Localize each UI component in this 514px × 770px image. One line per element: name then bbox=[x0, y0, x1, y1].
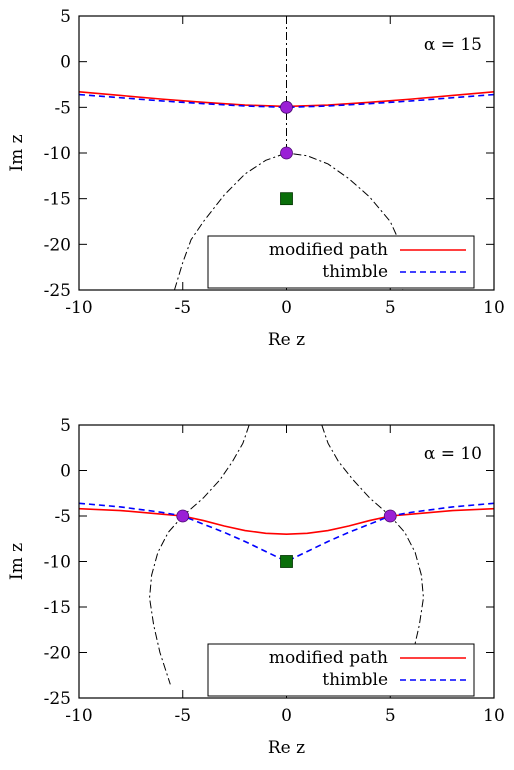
legend-label: modified path bbox=[269, 648, 388, 668]
y-axis-label: Im z bbox=[7, 543, 27, 580]
x-tick-label: 10 bbox=[483, 706, 505, 726]
singular-point-marker bbox=[280, 192, 293, 206]
y-tick-label: 5 bbox=[60, 7, 71, 27]
y-tick-label: 5 bbox=[60, 416, 71, 436]
saddle-point-marker bbox=[176, 509, 190, 523]
y-tick-label: -25 bbox=[44, 689, 71, 709]
y-tick-label: -10 bbox=[44, 144, 71, 164]
legend-label: thimble bbox=[322, 670, 388, 690]
y-tick-label: -20 bbox=[44, 235, 71, 255]
saddle-point-marker bbox=[383, 509, 397, 523]
x-axis-label: Re z bbox=[268, 330, 305, 350]
y-tick-label: 0 bbox=[60, 462, 71, 482]
legend-box bbox=[207, 643, 475, 697]
y-tick-label: -10 bbox=[44, 553, 71, 573]
x-tick-label: 5 bbox=[385, 706, 396, 726]
y-tick-label: -5 bbox=[54, 98, 71, 118]
legend-label: thimble bbox=[322, 262, 388, 282]
x-tick-label: -10 bbox=[65, 706, 92, 726]
legend-box bbox=[207, 235, 475, 289]
singular-point-marker bbox=[280, 555, 293, 568]
x-tick-label: 5 bbox=[385, 298, 396, 318]
x-tick-label: 10 bbox=[483, 298, 505, 318]
chart-panel-2: -10 -5 0 5 10 5 0 -5 -10 -15 -20 -25 Re z Im z α = 10 m… bbox=[7, 416, 505, 758]
series-line-modified-path bbox=[79, 507, 494, 536]
x-tick-label: -5 bbox=[174, 706, 191, 726]
y-tick-label: -20 bbox=[44, 644, 71, 664]
x-axis-label: Re z bbox=[268, 738, 305, 758]
x-tick-label: -5 bbox=[174, 298, 191, 318]
flow-curve-2 bbox=[173, 152, 406, 290]
y-tick-label: -5 bbox=[54, 507, 71, 527]
plot-frame bbox=[78, 424, 495, 699]
saddle-point-marker bbox=[280, 100, 293, 114]
y-tick-label: -25 bbox=[44, 281, 71, 301]
x-tick-label: 0 bbox=[281, 706, 292, 726]
plot-area bbox=[79, 16, 494, 290]
y-tick-label: -15 bbox=[44, 598, 71, 618]
y-tick-label: 0 bbox=[60, 53, 71, 73]
alpha-annotation: α = 10 bbox=[424, 444, 482, 464]
x-tick-label: -10 bbox=[65, 298, 92, 318]
legend-label: modified path bbox=[269, 240, 388, 260]
chart-panel-1: -10 -5 0 5 10 5 0 -5 -10 -15 -20 -25 Re z Im z α = 15 m… bbox=[7, 7, 505, 350]
plot-area bbox=[79, 425, 494, 685]
plot-frame bbox=[78, 15, 495, 291]
y-tick-label: -15 bbox=[44, 190, 71, 210]
y-axis-label: Im z bbox=[7, 134, 27, 171]
x-tick-label: 0 bbox=[281, 298, 292, 318]
alpha-annotation: α = 15 bbox=[424, 35, 482, 55]
saddle-point-marker bbox=[280, 146, 293, 160]
